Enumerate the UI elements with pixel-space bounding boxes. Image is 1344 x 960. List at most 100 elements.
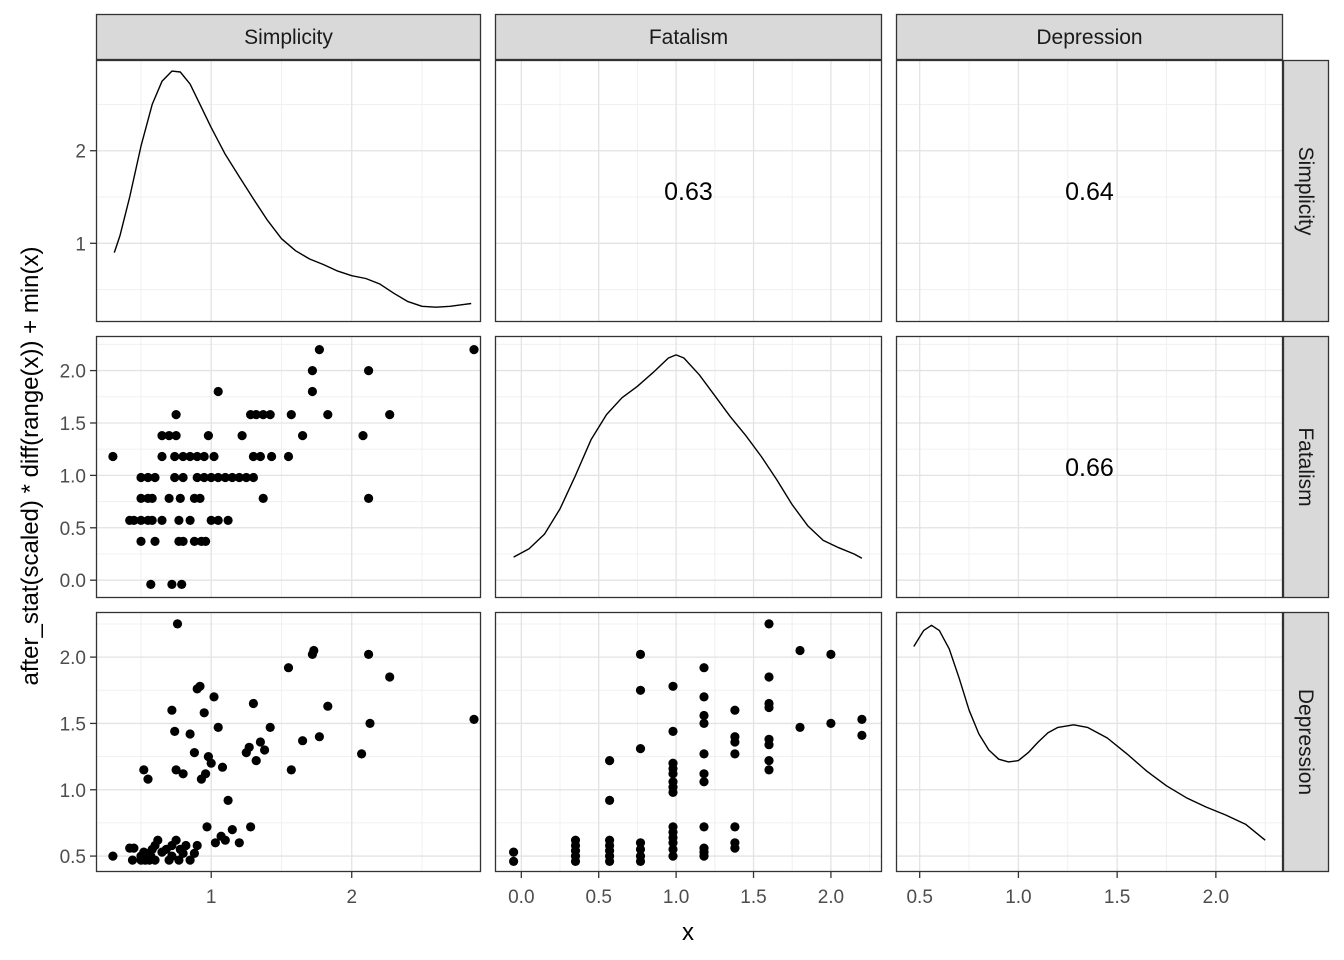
strip-depression: Depression — [895, 13, 1284, 61]
scatter-point — [668, 844, 678, 855]
correlation-label: 0.64 — [1065, 178, 1114, 206]
correlation-label: 0.66 — [1065, 454, 1114, 482]
panel-background — [96, 612, 481, 872]
scatter-point — [357, 749, 367, 759]
scatter-point — [364, 366, 374, 376]
scatter-point — [795, 645, 805, 656]
panel-fatalism-depression: 0.66 — [895, 335, 1284, 599]
x-axis-title: x — [682, 919, 694, 946]
scatter-point — [265, 410, 275, 420]
scatter-point — [255, 737, 265, 747]
y-tick-label: 0.5 — [60, 847, 86, 868]
scatter-point — [699, 777, 709, 787]
column-strips: Simplicity Fatalism Depression — [95, 13, 1284, 61]
scatter-point — [668, 851, 678, 861]
scatter-point — [234, 838, 244, 848]
strip-background — [1282, 611, 1330, 873]
scatter-point — [171, 431, 181, 441]
y-axis-depression: 0.5 1.0 1.5 2.0 — [60, 648, 96, 868]
scatter-point — [699, 718, 709, 729]
scatter-point — [199, 708, 209, 718]
scatter-point — [283, 663, 294, 673]
scatter-point — [307, 386, 317, 397]
scatter-point — [635, 649, 646, 660]
scatter-point — [178, 848, 188, 859]
x-tick-label: 2.0 — [1203, 887, 1229, 908]
scatter-point — [195, 493, 205, 503]
scatter-point — [605, 795, 615, 806]
scatter-point — [157, 431, 167, 441]
scatter-point — [213, 722, 223, 733]
panel-border — [95, 59, 482, 323]
scatter-point — [764, 765, 774, 775]
y-tick-label: 1.5 — [60, 714, 86, 735]
scatter-point — [181, 840, 191, 851]
y-tick-label: 0.0 — [60, 571, 86, 592]
scatter-point — [178, 472, 188, 483]
scatter-point — [635, 685, 646, 695]
y-tick-label: 1.0 — [60, 781, 86, 802]
scatter-point — [178, 769, 188, 779]
scatter-point — [699, 749, 709, 759]
strip-label: Simplicity — [244, 26, 333, 49]
scatter-point — [764, 672, 774, 682]
strip-depression: Depression — [1282, 611, 1330, 873]
scatter-point — [508, 856, 519, 867]
correlation-label: 0.63 — [664, 178, 713, 206]
scatter-point — [192, 472, 202, 483]
scatter-point — [283, 451, 294, 462]
scatter-point — [209, 451, 219, 462]
scatter-point — [206, 758, 216, 768]
scatter-point — [136, 493, 146, 503]
scatter-point — [206, 472, 216, 483]
y-tick-label: 2.0 — [60, 648, 86, 669]
scatter-point — [570, 835, 581, 845]
scatter-point — [364, 649, 374, 660]
scatter-point — [237, 431, 247, 441]
x-tick-label: 2 — [346, 887, 357, 908]
scatter-point — [171, 835, 181, 845]
scatter-point — [143, 774, 153, 784]
scatter-point — [136, 472, 146, 483]
scatter-point — [668, 681, 678, 691]
scatter-point — [171, 765, 181, 775]
panel-border — [895, 59, 1284, 323]
panel-border — [494, 611, 883, 873]
scatter-point — [764, 619, 774, 629]
x-tick-label: 1 — [206, 887, 217, 908]
scatter-point — [508, 847, 519, 857]
scatter-point — [605, 756, 615, 766]
scatter-point — [699, 843, 709, 853]
scatter-point — [217, 762, 228, 772]
scatter-point — [826, 718, 836, 729]
x-tick-label: 0.5 — [906, 887, 932, 908]
x-tick-label: 1.0 — [663, 887, 689, 908]
scatter-point — [199, 472, 209, 483]
scatter-point — [147, 493, 157, 503]
scatter-point — [730, 732, 740, 742]
scatter-point — [167, 705, 177, 715]
scatter-point — [143, 472, 153, 483]
scatter-point — [699, 822, 709, 832]
panel-simplicity-fatalism: 0.63 — [494, 59, 883, 323]
scatter-point — [241, 472, 251, 483]
y-tick-label: 2 — [75, 142, 86, 163]
scatter-point — [153, 835, 163, 845]
y-axis-simplicity: 12 — [75, 142, 96, 255]
x-tick-label: 1.0 — [1005, 887, 1031, 908]
scatter-point — [199, 451, 209, 462]
scatter-point — [213, 515, 223, 526]
scatter-point — [175, 493, 185, 503]
scatter-point — [189, 536, 199, 547]
scatter-point — [150, 472, 160, 483]
scatter-point — [213, 386, 223, 397]
scatter-point — [185, 515, 195, 526]
scatter-point — [764, 698, 774, 709]
scatter-point — [201, 536, 211, 547]
scatter-point — [605, 835, 615, 845]
scatter-point — [192, 840, 202, 851]
panel-border — [95, 335, 482, 599]
strip-background — [1282, 335, 1330, 599]
scatter-point — [258, 410, 268, 420]
scatter-point — [314, 732, 324, 742]
